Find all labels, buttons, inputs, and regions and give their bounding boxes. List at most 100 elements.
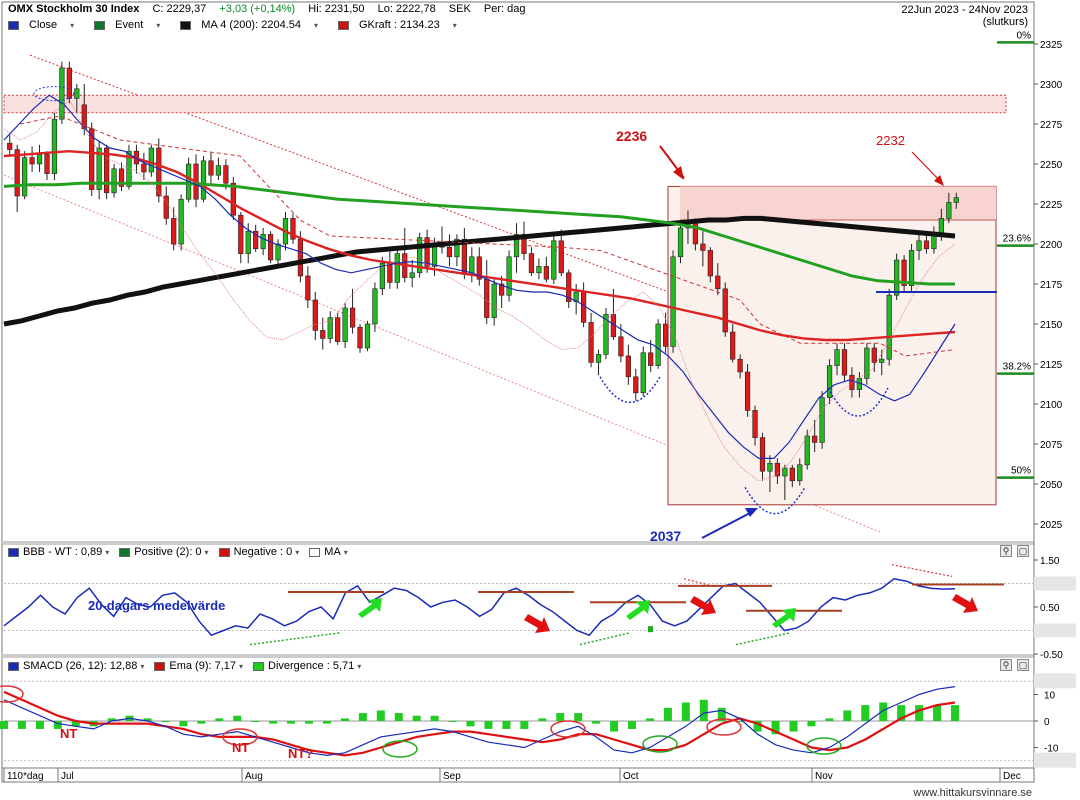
- annotation-2232: 2232: [876, 133, 905, 148]
- period: Per: dag: [483, 3, 526, 15]
- bbb-line: [3, 578, 956, 637]
- bbb-legend-item[interactable]: Positive (2): 0 ▾: [119, 546, 209, 558]
- candle: [692, 221, 699, 245]
- signal-oval: [706, 718, 742, 736]
- bbb-y-label: 0.50: [1040, 603, 1060, 614]
- candle: [208, 160, 214, 176]
- candle: [111, 168, 117, 194]
- candle: [200, 160, 207, 200]
- divergence-bar: [251, 721, 260, 722]
- chevron-down-icon[interactable]: ▾: [105, 547, 110, 557]
- x-tick-label: Aug: [245, 771, 263, 782]
- y-tick-label: 2050: [1040, 480, 1063, 491]
- chevron-down-icon[interactable]: ▾: [295, 547, 300, 557]
- y-tick-label: 2125: [1040, 360, 1063, 371]
- candle: [36, 154, 43, 165]
- divergence-bar: [35, 721, 44, 729]
- candle: [543, 266, 549, 280]
- main-legend-swatch: [338, 20, 349, 30]
- main-legend-label: GKraft : 2134.23: [359, 19, 440, 31]
- candle: [320, 330, 326, 339]
- candle: [245, 230, 251, 254]
- zoom-icon[interactable]: ⚲: [1000, 545, 1012, 557]
- chevron-down-icon[interactable]: ▾: [239, 661, 244, 671]
- candle: [104, 147, 110, 194]
- x-tick-label: Dec: [1003, 771, 1021, 782]
- smacd-legend-item[interactable]: SMACD (26, 12): 12,88 ▾: [8, 660, 144, 672]
- candle: [163, 195, 169, 219]
- smacd-legend-item[interactable]: Ema (9): 7,17 ▾: [154, 660, 243, 672]
- up-arrow-icon: [626, 600, 650, 620]
- candle: [804, 435, 810, 466]
- candle: [178, 198, 184, 245]
- high-value: Hi: 2231,50: [308, 3, 365, 15]
- bbb-legend-swatch: [8, 547, 19, 557]
- chevron-down-icon[interactable]: ▾: [156, 20, 161, 30]
- bbb-legend-swatch: [309, 547, 321, 557]
- smacd-y-label: 10: [1044, 691, 1056, 702]
- bbb-legend-item[interactable]: Negative : 0 ▾: [218, 546, 300, 558]
- chevron-down-icon[interactable]: ▾: [452, 20, 457, 30]
- maximize-icon[interactable]: ▢: [1017, 545, 1029, 557]
- chevron-down-icon[interactable]: ▾: [313, 20, 318, 30]
- candle: [409, 272, 415, 278]
- candle: [290, 218, 296, 240]
- smacd-legend-label: SMACD (26, 12): 12,88: [23, 660, 138, 672]
- footer-url[interactable]: www.hittakursvinnare.se: [913, 787, 1032, 799]
- arrow-2232: [911, 151, 943, 184]
- panel-divider-1: [2, 541, 1034, 545]
- candle: [267, 234, 274, 261]
- candle: [759, 437, 766, 472]
- maximize-icon[interactable]: ▢: [1017, 659, 1029, 671]
- signal-oval: [382, 740, 418, 758]
- main-legend-label: MA 4 (200): 2204.54: [201, 19, 301, 31]
- bbb-legend-item[interactable]: BBB - WT : 0,89 ▾: [8, 546, 109, 558]
- candle: [513, 234, 520, 258]
- main-legend-item[interactable]: MA 4 (200): 2204.54 ▾: [180, 19, 328, 31]
- divergence-bar: [430, 715, 439, 721]
- chevron-down-icon[interactable]: ▾: [343, 547, 348, 557]
- candle: [506, 256, 512, 296]
- smacd-panel: 15100-10-15NTNTNT?: [0, 673, 1076, 768]
- candle: [618, 336, 624, 357]
- main-legend-item[interactable]: GKraft : 2134.23 ▾: [338, 19, 467, 31]
- candle: [551, 240, 557, 280]
- divergence-bar: [628, 721, 637, 729]
- candle: [364, 323, 371, 349]
- smacd-legend-item[interactable]: Divergence : 5,71 ▾: [253, 660, 361, 672]
- main-legend-item[interactable]: Close ▾: [8, 19, 84, 31]
- divergence-bar: [340, 718, 349, 721]
- divergence-bar: [879, 702, 888, 721]
- annotation-nt: NT: [60, 726, 77, 741]
- bbb-legend-item[interactable]: MA ▾: [309, 546, 348, 558]
- up-arrow-icon: [772, 608, 796, 628]
- candle: [670, 256, 676, 347]
- candle: [349, 307, 356, 328]
- bbb-divergence-line: [735, 632, 791, 646]
- candle: [260, 234, 266, 250]
- candle: [7, 142, 13, 150]
- y-tick-label: 2075: [1040, 440, 1063, 451]
- header-quote-row: OMX Stockholm 30 Index C: 2229,37 +3,03 …: [8, 3, 535, 15]
- y-tick-label: 2250: [1040, 160, 1063, 171]
- candle: [424, 237, 430, 267]
- candle: [446, 246, 453, 258]
- main-legend-item[interactable]: Event ▾: [94, 19, 170, 31]
- divergence-bar: [538, 718, 547, 721]
- candle: [476, 256, 482, 280]
- divergence-bar: [610, 721, 619, 732]
- candle: [879, 358, 885, 363]
- candle: [812, 435, 818, 443]
- chevron-down-icon[interactable]: ▾: [357, 661, 362, 671]
- chevron-down-icon[interactable]: ▾: [140, 661, 145, 671]
- candle: [96, 147, 102, 190]
- zoom-icon[interactable]: ⚲: [1000, 659, 1012, 671]
- divergence-bar: [376, 710, 385, 721]
- candle: [797, 464, 803, 482]
- fib-level-label: 38.2%: [1003, 362, 1031, 373]
- positive-marker: [648, 626, 653, 633]
- chevron-down-icon[interactable]: ▾: [204, 547, 209, 557]
- divergence-bar: [448, 721, 457, 722]
- chevron-down-icon[interactable]: ▾: [70, 20, 75, 30]
